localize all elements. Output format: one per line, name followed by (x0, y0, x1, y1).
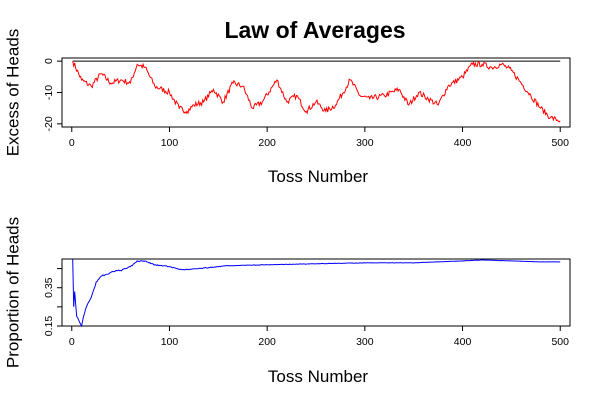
x-tick-label: 300 (356, 336, 374, 348)
x-axis-label: Toss Number (268, 367, 368, 386)
y-tick-label: 0 (43, 58, 55, 64)
series-line (72, 258, 561, 328)
x-tick-label: 500 (551, 336, 569, 348)
x-tick-label: 300 (356, 137, 374, 149)
y-axis-label: Proportion of Heads (4, 217, 23, 368)
x-tick-label: 0 (69, 137, 75, 149)
panels-container: 0 100 200 300 400 500 0 -10 -20 Toss Number Excess… (4, 29, 571, 386)
y-axis-label: Excess of Heads (4, 29, 23, 157)
x-tick-label: 200 (258, 336, 276, 348)
plot-frame (61, 258, 571, 327)
x-tick-label: 500 (551, 137, 569, 149)
x-tick-label: 200 (258, 137, 276, 149)
x-tick-label: 100 (161, 137, 179, 149)
x-tick-label: 400 (454, 137, 472, 149)
y-tick-label: 0.35 (43, 277, 55, 298)
x-tick-label: 0 (69, 336, 75, 348)
x-axis-label: Toss Number (268, 167, 368, 186)
series-line (72, 60, 561, 123)
panel-2: 0 100 200 300 400 500 0.15 0.35 Toss Number Propo… (4, 217, 571, 386)
figure-title: Law of Averages (224, 17, 405, 43)
y-tick-label: 0.15 (43, 316, 55, 337)
panel-1: 0 100 200 300 400 500 0 -10 -20 Toss Number Excess… (4, 29, 571, 186)
x-tick-label: 100 (161, 336, 179, 348)
y-tick-label: -10 (43, 85, 55, 100)
x-tick-label: 400 (454, 336, 472, 348)
y-tick-label: -20 (43, 116, 55, 131)
